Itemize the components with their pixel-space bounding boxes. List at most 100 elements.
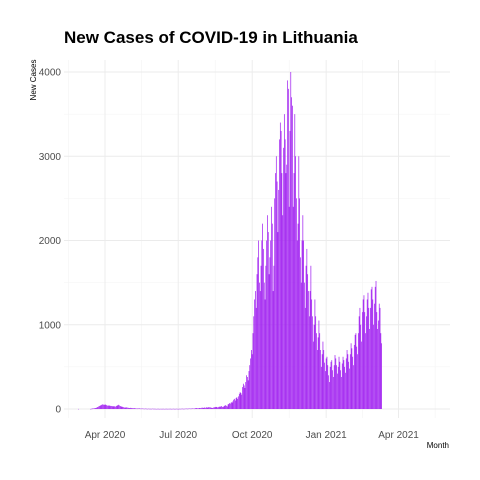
bar: [206, 407, 208, 409]
bar: [127, 407, 128, 409]
bar: [210, 407, 211, 409]
bar: [248, 371, 250, 409]
bar: [148, 408, 149, 410]
bar: [374, 286, 376, 409]
bar: [302, 215, 304, 409]
bar: [378, 320, 379, 409]
bar: [202, 407, 204, 409]
bar: [172, 408, 173, 410]
y-tick-label: 1000: [39, 320, 62, 331]
bar: [320, 366, 322, 410]
bar: [91, 408, 93, 410]
bar: [136, 408, 137, 409]
bar: [214, 407, 215, 409]
bar: [122, 406, 124, 409]
bar: [205, 407, 206, 409]
bar: [208, 407, 210, 409]
bar: [241, 394, 243, 409]
bar: [226, 405, 227, 409]
bar: [372, 299, 374, 409]
bar: [186, 408, 188, 410]
bar: [123, 407, 124, 409]
bar: [292, 206, 294, 409]
bar: [265, 265, 267, 409]
bar: [246, 375, 247, 409]
bar: [194, 408, 196, 409]
bar: [233, 399, 235, 409]
bar: [115, 406, 117, 409]
bar: [227, 404, 229, 409]
bar: [219, 406, 221, 409]
bar: [356, 346, 358, 409]
bar: [330, 361, 332, 409]
bar: [205, 407, 207, 409]
bar: [146, 408, 148, 410]
bar: [305, 265, 307, 409]
bar: [90, 408, 92, 410]
bar: [288, 88, 289, 409]
bar: [135, 408, 136, 409]
bar: [276, 181, 278, 409]
bar: [200, 408, 202, 409]
bar: [358, 316, 360, 409]
y-tick-label: 4000: [39, 68, 62, 79]
bar: [271, 206, 272, 409]
bar: [189, 408, 191, 410]
bar: [96, 407, 98, 409]
bar: [130, 407, 132, 409]
bar: [312, 316, 313, 409]
bar: [237, 398, 239, 409]
bar: [176, 408, 177, 410]
bar: [164, 408, 165, 410]
bar: [126, 407, 128, 409]
bar: [230, 403, 231, 409]
bar: [292, 105, 293, 409]
bar: [147, 408, 148, 410]
bar: [351, 348, 353, 409]
bar: [374, 303, 375, 409]
bar: [260, 265, 262, 409]
bar: [177, 408, 179, 410]
bar: [308, 291, 309, 409]
bar: [102, 404, 103, 409]
bar: [185, 408, 187, 410]
bar: [376, 312, 378, 409]
bar: [290, 72, 292, 409]
bar: [120, 406, 122, 409]
bar: [291, 97, 292, 410]
bar: [228, 403, 230, 409]
bar: [321, 354, 323, 409]
bar: [201, 407, 202, 409]
bar: [143, 408, 144, 410]
bar: [93, 408, 95, 409]
bar: [197, 408, 198, 409]
bar: [360, 324, 362, 409]
bar: [191, 408, 193, 409]
bar: [262, 223, 263, 409]
bar: [142, 408, 144, 410]
bar: [119, 406, 121, 409]
x-tick-label: Apr 2021: [378, 430, 419, 441]
bar: [368, 307, 370, 409]
bar: [78, 408, 79, 410]
bar: [179, 408, 181, 410]
bar: [97, 407, 99, 409]
bar: [247, 380, 249, 409]
bar: [243, 385, 245, 409]
x-tick-label: Jan 2021: [306, 430, 348, 441]
bar: [349, 368, 350, 409]
bar: [92, 408, 94, 409]
bar: [117, 405, 119, 409]
bar: [101, 404, 103, 409]
bar: [225, 405, 226, 409]
bar: [223, 406, 225, 409]
bar: [110, 406, 111, 409]
bar: [328, 375, 329, 409]
bar: [289, 130, 291, 410]
bar: [339, 361, 341, 409]
bar: [125, 407, 127, 409]
bar: [118, 404, 120, 409]
bar: [298, 156, 300, 409]
bar: [124, 407, 126, 409]
bar: [377, 328, 378, 409]
